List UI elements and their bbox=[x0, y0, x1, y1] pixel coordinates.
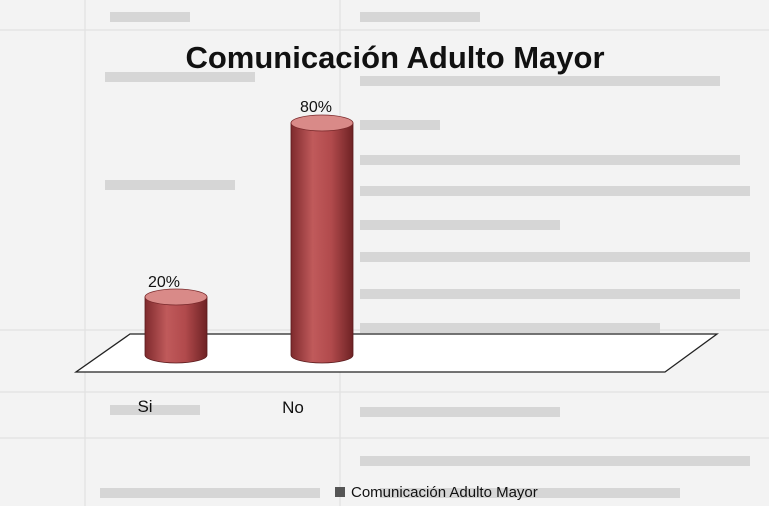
data-label-si: 20% bbox=[148, 274, 180, 291]
bar-body-no bbox=[290, 122, 354, 364]
bar-no bbox=[290, 114, 354, 364]
legend: Comunicación Adulto Mayor bbox=[335, 484, 538, 501]
category-label-si: Si bbox=[137, 397, 152, 416]
category-label-no: No bbox=[282, 398, 304, 417]
bar-top-si bbox=[144, 288, 208, 306]
bar-body-si bbox=[144, 296, 208, 364]
chart-title: Comunicación Adulto Mayor bbox=[185, 40, 604, 75]
chart-floor bbox=[73, 333, 719, 373]
bar-top-no bbox=[290, 114, 354, 132]
legend-label: Comunicación Adulto Mayor bbox=[351, 484, 538, 501]
legend-swatch bbox=[335, 487, 345, 497]
bar-si bbox=[144, 288, 208, 364]
data-label-no: 80% bbox=[300, 99, 332, 116]
bars-group bbox=[144, 114, 354, 364]
